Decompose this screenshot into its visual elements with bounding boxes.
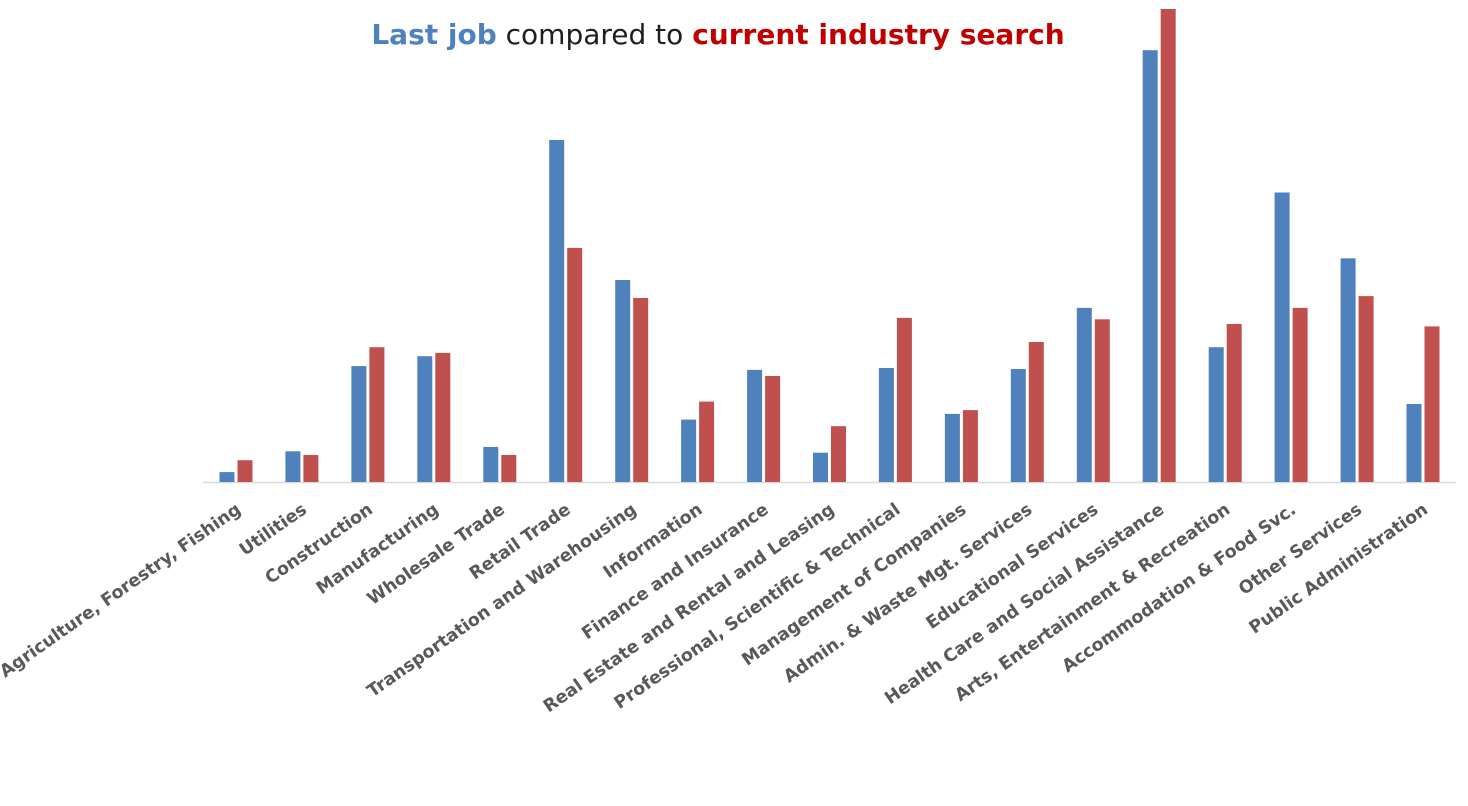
bar-current-search-5	[567, 247, 583, 482]
bar-current-search-2	[369, 347, 385, 482]
bar-current-search-6	[633, 298, 649, 482]
bar-last-job-8	[747, 369, 763, 482]
bar-last-job-0	[219, 472, 235, 482]
bar-current-search-15	[1226, 324, 1242, 482]
bar-current-search-18	[1424, 326, 1440, 482]
chart-title: Last job compared to current industry se…	[0, 18, 1436, 51]
bar-last-job-18	[1406, 404, 1422, 482]
bar-current-search-9	[831, 426, 846, 482]
bar-current-search-13	[1094, 319, 1110, 482]
bar-current-search-7	[699, 401, 715, 482]
bar-last-job-2	[351, 366, 367, 482]
bar-last-job-4	[483, 447, 499, 482]
title-compared-to: compared to	[496, 18, 693, 51]
bar-last-job-13	[1076, 307, 1092, 482]
bar-last-job-14	[1142, 50, 1158, 482]
title-last-job: Last job	[371, 18, 497, 51]
bar-current-search-10	[896, 317, 912, 482]
bar-last-job-7	[681, 419, 697, 482]
bar-current-search-16	[1292, 307, 1308, 482]
bar-current-search-3	[435, 352, 451, 482]
bar-current-search-11	[962, 410, 978, 482]
bar-last-job-12	[1010, 369, 1026, 482]
bar-last-job-15	[1208, 347, 1224, 482]
bar-last-job-6	[615, 280, 631, 482]
bar-current-search-12	[1028, 342, 1044, 482]
bar-last-job-11	[944, 413, 960, 482]
bar-last-job-10	[878, 368, 894, 482]
bar-current-search-1	[303, 455, 319, 482]
bar-last-job-17	[1340, 258, 1356, 482]
title-current-industry-search: current industry search	[692, 18, 1065, 51]
bar-current-search-14	[1160, 9, 1176, 482]
bar-last-job-16	[1274, 192, 1290, 482]
bar-current-search-17	[1358, 296, 1374, 482]
bar-current-search-0	[237, 460, 253, 482]
bar-last-job-3	[417, 356, 433, 482]
bar-last-job-1	[285, 451, 301, 482]
x-tick-label: Agriculture, Forestry, Fishing	[0, 500, 245, 682]
bar-last-job-5	[549, 140, 565, 482]
bar-last-job-9	[813, 452, 828, 482]
bar-current-search-8	[765, 376, 781, 482]
bar-current-search-4	[501, 455, 517, 482]
